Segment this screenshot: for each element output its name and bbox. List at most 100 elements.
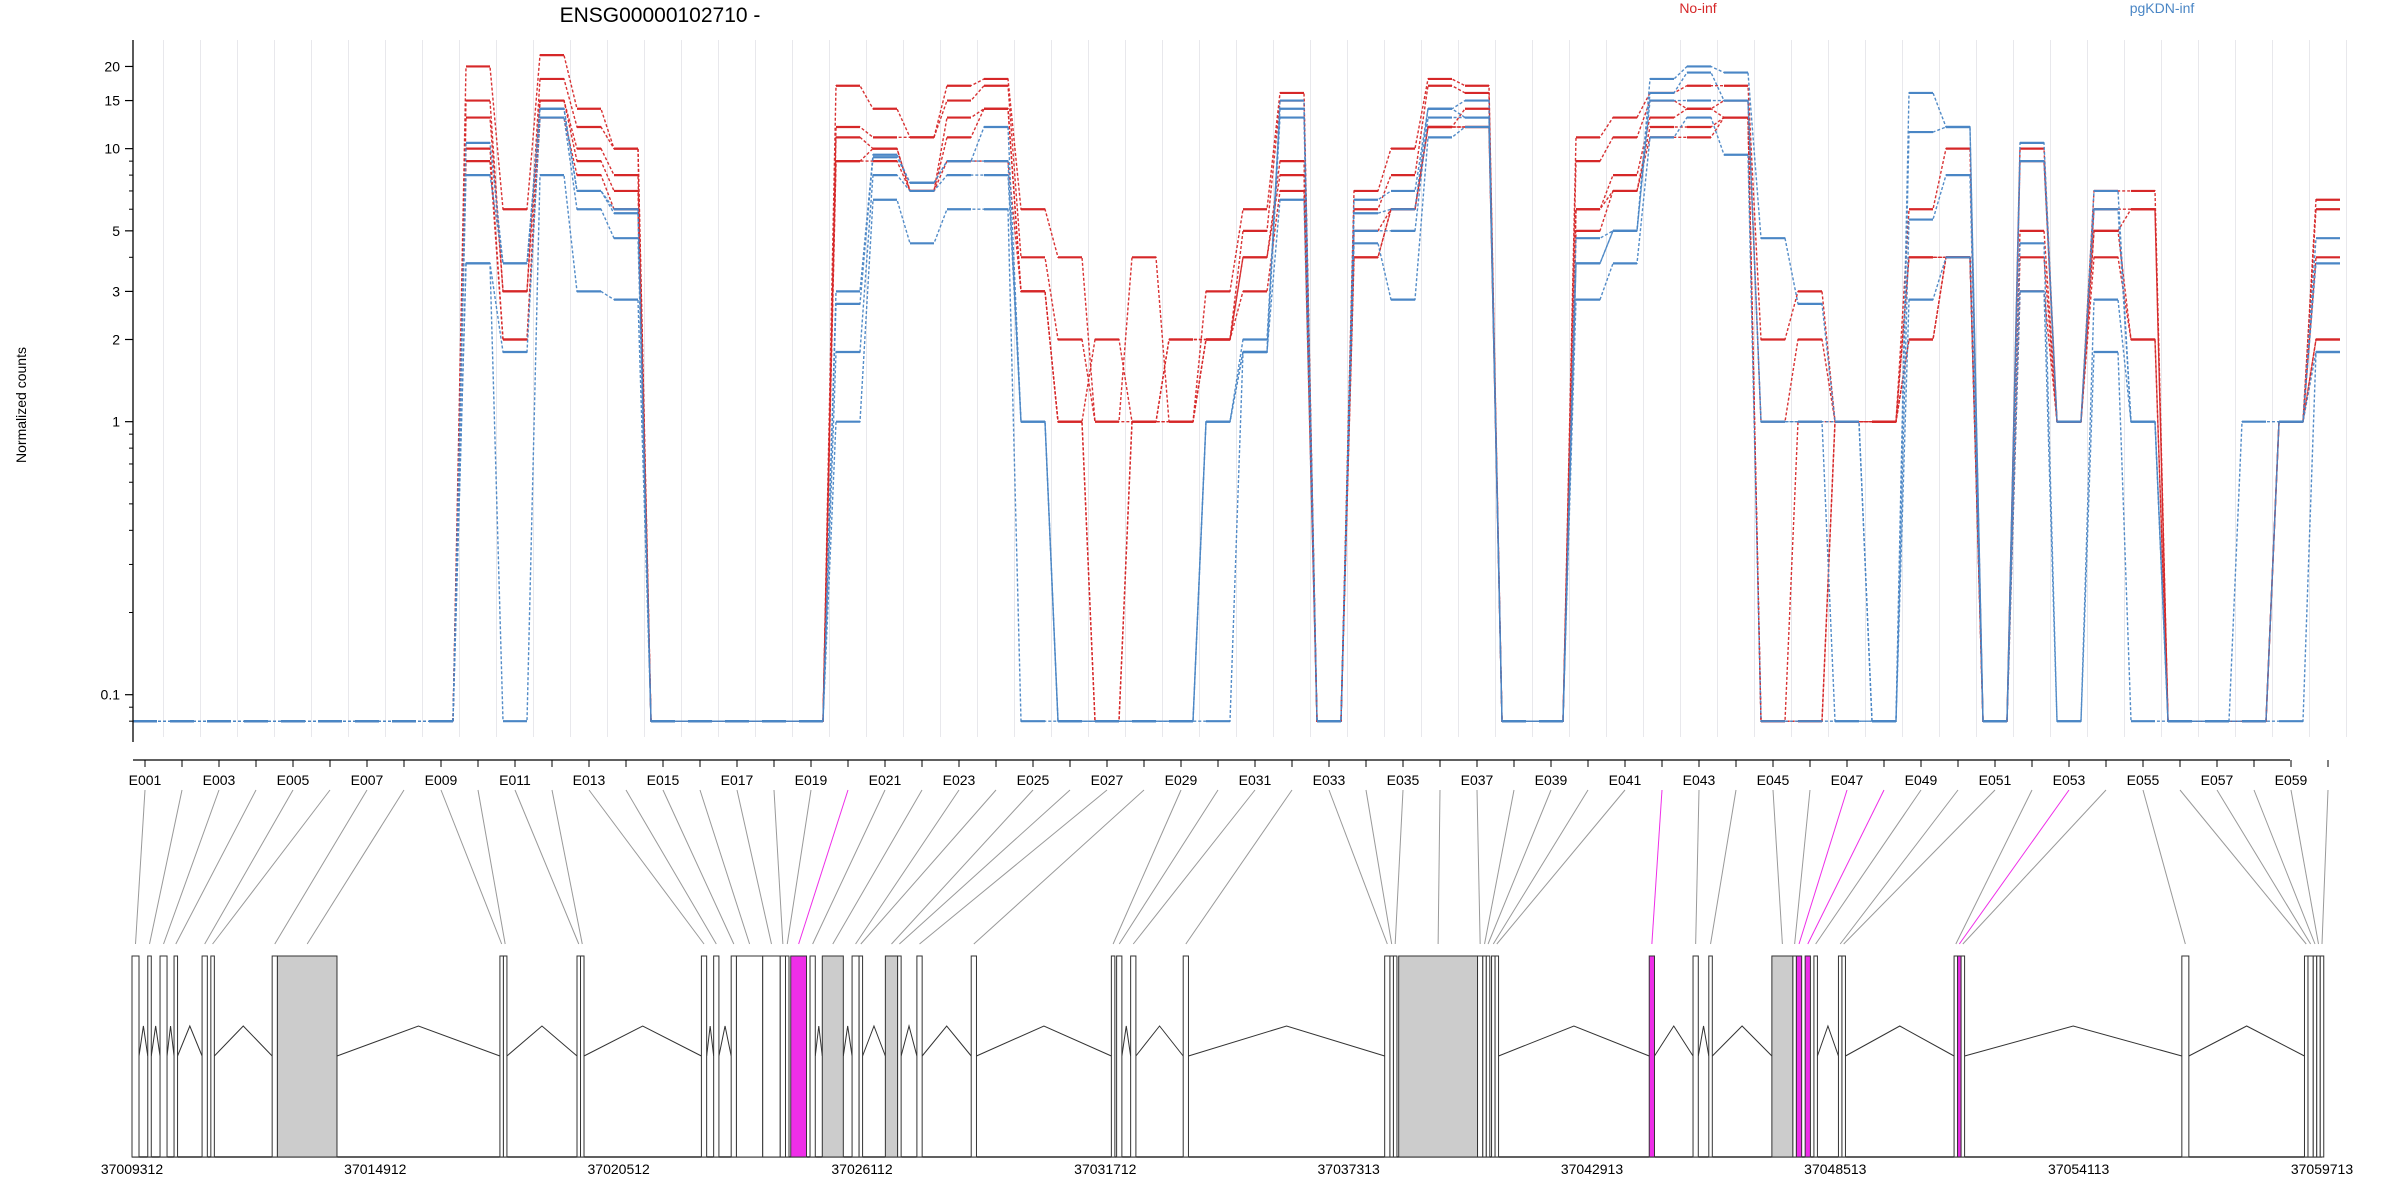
exon-e038	[1482, 955, 1487, 1158]
genomic-tick-label: 37020512	[588, 1161, 651, 1177]
exon-connector	[1328, 789, 1388, 945]
exon-connector	[1815, 789, 1922, 945]
exon-e043	[1692, 955, 1699, 1158]
exon-e010	[502, 955, 508, 1158]
exon-e022	[821, 955, 844, 1158]
y-tick-label: 15	[104, 93, 120, 109]
exon-connector	[1185, 789, 1293, 945]
intron	[138, 1025, 149, 1057]
exon-e024	[858, 955, 864, 1158]
exon-connector	[1437, 789, 1441, 945]
legend-label-pgkdn-inf: pgKDN-inf	[2130, 0, 2195, 16]
exon-e005	[201, 955, 208, 1158]
exon-e060	[2319, 955, 2325, 1158]
exon-connector	[1839, 789, 1959, 945]
exon-e044	[1708, 955, 1713, 1158]
exon-connector	[1807, 789, 1885, 945]
exon-e028	[970, 955, 977, 1158]
vertical-grid	[163, 40, 2347, 737]
genomic-tick-label: 37042913	[1561, 1161, 1624, 1177]
exon-e039	[1485, 955, 1491, 1158]
y-tick-label: 0.1	[101, 687, 121, 703]
exon-connector	[1365, 789, 1393, 945]
intron	[976, 1025, 1112, 1057]
exon-connector	[1484, 789, 1515, 945]
exon-e001	[131, 955, 140, 1158]
exon-connectors	[135, 789, 2329, 945]
intron	[583, 1025, 702, 1057]
y-tick-label: 20	[104, 58, 120, 74]
exon-connector	[274, 789, 368, 945]
x-tick-label: E021	[869, 772, 902, 788]
exon-connector	[786, 789, 812, 945]
exon-e002	[147, 955, 152, 1158]
exon-e049	[1813, 955, 1818, 1158]
exon-connector	[1487, 789, 1552, 945]
y-axis-label: Normalized counts	[13, 347, 29, 463]
x-tick-label: E017	[721, 772, 754, 788]
intron	[336, 1025, 501, 1057]
x-tick-label: E049	[1905, 772, 1938, 788]
genomic-tick-label: 37048513	[1804, 1161, 1867, 1177]
exon-e056	[2303, 955, 2309, 1158]
intron	[718, 1025, 732, 1057]
exon-e058	[2312, 955, 2318, 1158]
intron	[1711, 1025, 1773, 1057]
exon-connector	[1496, 789, 1626, 945]
exon-connector	[440, 789, 503, 945]
genomic-tick-label: 37009312	[101, 1161, 164, 1177]
exon-e016	[735, 955, 764, 1158]
intron	[1654, 1025, 1694, 1057]
exon-connector	[1492, 789, 1589, 945]
exon-connector	[2321, 789, 2329, 945]
axes: 0.1 1 2 3 5 10 15 20 E001 E003 E005 E007 E009 E011 E01…	[101, 40, 2329, 788]
y-tick-label: 2	[112, 331, 120, 347]
exon-e029	[1110, 955, 1116, 1158]
exon-connector	[2253, 789, 2316, 945]
exon-connector	[699, 789, 751, 945]
x-tick-label: E047	[1831, 772, 1864, 788]
exon-e036	[1398, 955, 1479, 1158]
x-tick-label: E033	[1313, 772, 1346, 788]
exon-e023	[851, 955, 860, 1158]
intron	[842, 1025, 853, 1057]
exon-connector	[2216, 789, 2312, 945]
intron	[1121, 1025, 1132, 1057]
y-tick-label: 10	[104, 141, 120, 157]
exon-e012	[580, 955, 585, 1158]
exon-e019	[784, 955, 790, 1158]
genomic-tick-label: 37014912	[344, 1161, 407, 1177]
x-tick-label: E059	[2275, 772, 2308, 788]
series-line-pgkdn-inf-3	[133, 99, 2340, 722]
exon-connector	[625, 789, 717, 945]
legend-label-no-inf: No-inf	[1679, 0, 1716, 16]
genomic-tick-label: 37037313	[1318, 1161, 1381, 1177]
x-tick-label: E035	[1387, 772, 1420, 788]
exon-e051	[1841, 955, 1846, 1158]
exon-e013	[700, 955, 708, 1158]
exon-e003	[159, 955, 168, 1158]
intron	[921, 1025, 972, 1057]
exon-connector	[551, 789, 583, 945]
exon-connector	[1798, 789, 1848, 945]
x-tick-label: E045	[1757, 772, 1790, 788]
exon-connector	[1843, 789, 1996, 945]
genomic-tick-label: 37054113	[2048, 1161, 2109, 1177]
exon-connector	[2179, 789, 2307, 945]
y-tick-label: 3	[112, 283, 120, 299]
x-tick-label: E037	[1461, 772, 1494, 788]
exon-e015	[730, 955, 737, 1158]
exon-connector	[514, 789, 580, 945]
exon-e021	[809, 955, 816, 1158]
intron	[1135, 1025, 1184, 1057]
intron	[506, 1025, 578, 1057]
exon-e050	[1837, 955, 1843, 1158]
exon-connector	[306, 789, 405, 945]
intron	[166, 1025, 175, 1057]
series-line-pgkdn-inf-1	[133, 65, 2340, 722]
exon-e034	[1389, 955, 1394, 1158]
x-tick-label: E023	[943, 772, 976, 788]
intron	[900, 1024, 918, 1057]
x-tick-label: E029	[1165, 772, 1198, 788]
intron	[1697, 1025, 1710, 1057]
